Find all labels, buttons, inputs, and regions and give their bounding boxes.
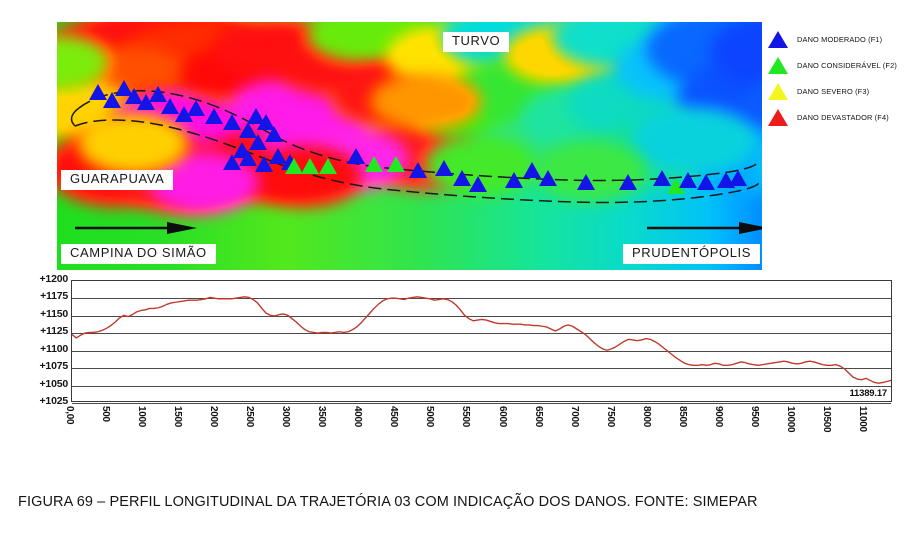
gridline xyxy=(72,298,891,300)
damage-marker-f1 xyxy=(187,100,205,116)
damage-marker-f1 xyxy=(103,92,121,108)
x-axis-tick: 3500 xyxy=(316,406,328,428)
x-axis-tick: 8500 xyxy=(676,406,688,428)
damage-marker-f2 xyxy=(319,158,337,174)
figure: TURVO GUARAPUAVA CAMPINA DO SIMÃO PRUDENTÓP… xyxy=(0,22,915,466)
legend-label: DANO CONSIDERÁVEL (F2) xyxy=(797,60,897,70)
elevation-profile-chart: +1200 +1175 +1150 +1125 +1100 +1075 +1050 +1025… xyxy=(0,273,915,466)
x-axis-tick: 9000 xyxy=(712,406,724,428)
x-axis-tick: 2000 xyxy=(208,406,220,428)
gridline xyxy=(72,385,891,387)
y-axis-tick: +1025 xyxy=(39,395,69,407)
x-axis-tick: 3000 xyxy=(280,406,292,428)
damage-marker-f2 xyxy=(365,156,383,172)
end-distance-label: 11389.17 xyxy=(849,388,888,399)
legend-label: DANO SEVERO (F3) xyxy=(797,86,870,96)
damage-marker-f1 xyxy=(223,114,241,130)
damage-marker-f1 xyxy=(89,84,107,100)
x-axis-tick: 7500 xyxy=(604,406,616,428)
y-axis-tick: +1075 xyxy=(39,360,69,373)
legend-item-dano-consideravel: DANO CONSIDERÁVEL (F2) xyxy=(762,52,915,78)
x-axis-tick: 4000 xyxy=(352,406,364,428)
damage-marker-f1 xyxy=(239,150,257,166)
map-label-campina-do-simao: CAMPINA DO SIMÃO xyxy=(61,244,216,264)
x-axis-tick: 2500 xyxy=(244,406,256,428)
map-label-prudentopolis: PRUDENTÓPOLIS xyxy=(623,244,761,264)
damage-marker-f2 xyxy=(285,158,303,174)
damage-marker-f1 xyxy=(619,174,637,190)
triangle-icon-dano-devastador xyxy=(768,108,788,126)
damage-marker-f1 xyxy=(255,156,273,172)
legend-item-dano-moderado: DANO MODERADO (F1) xyxy=(762,26,915,52)
damage-marker-f1 xyxy=(249,134,267,150)
x-axis-tick: 5000 xyxy=(424,406,436,428)
damage-marker-f1 xyxy=(653,170,671,186)
x-axis-tick: 8000 xyxy=(640,406,652,428)
x-axis-tick: 7000 xyxy=(568,406,580,428)
damage-marker-f1 xyxy=(453,170,471,186)
x-axis-tick: 1000 xyxy=(136,406,148,428)
gridline xyxy=(72,315,891,317)
damage-map: TURVO GUARAPUAVA CAMPINA DO SIMÃO PRUDENTÓP… xyxy=(57,22,762,270)
triangle-icon-dano-consideravel xyxy=(768,56,788,74)
x-axis-tick: 500 xyxy=(100,406,112,422)
damage-marker-f1 xyxy=(265,126,283,142)
damage-marker-f1 xyxy=(539,170,557,186)
gridline xyxy=(72,350,891,352)
damage-marker-f1 xyxy=(729,170,747,186)
triangle-icon-dano-moderado xyxy=(768,30,788,48)
x-axis-tick: 6500 xyxy=(532,406,544,428)
damage-marker-f1 xyxy=(435,160,453,176)
legend-label: DANO MODERADO (F1) xyxy=(797,34,883,44)
damage-marker-f1 xyxy=(679,172,697,188)
x-axis-tick: 1500 xyxy=(172,406,184,428)
legend-label: DANO DEVASTADOR (F4) xyxy=(797,112,889,122)
x-axis-tick: 4500 xyxy=(388,406,400,428)
x-axis-tick: 5500 xyxy=(460,406,472,428)
y-axis-tick: +1175 xyxy=(40,290,68,303)
y-axis-tick: +1200 xyxy=(39,273,69,285)
elevation-profile-line xyxy=(72,296,891,384)
damage-marker-f1 xyxy=(161,98,179,114)
damage-marker-f1 xyxy=(347,148,365,164)
x-axis-tick: 9500 xyxy=(748,406,760,428)
y-axis-tick: +1050 xyxy=(39,377,69,390)
legend-item-dano-devastador: DANO DEVASTADOR (F4) xyxy=(762,104,915,130)
damage-marker-f1 xyxy=(523,162,541,178)
damage-marker-f1 xyxy=(205,108,223,124)
map-terrain-raster xyxy=(57,22,762,270)
y-axis-tick: +1150 xyxy=(40,307,68,320)
triangle-icon-dano-severo xyxy=(768,82,788,100)
arrow-prudentopolis xyxy=(647,222,762,234)
damage-marker-f1 xyxy=(697,174,715,190)
map-label-turvo: TURVO xyxy=(443,32,510,52)
y-axis-tick: +1125 xyxy=(40,325,68,338)
gridline xyxy=(72,403,891,404)
damage-marker-f2 xyxy=(387,156,405,172)
gridline xyxy=(72,333,891,335)
x-axis-tick: 10500 xyxy=(820,406,832,433)
legend-item-dano-severo: DANO SEVERO (F3) xyxy=(762,78,915,104)
damage-marker-f1 xyxy=(577,174,595,190)
damage-marker-f1 xyxy=(223,154,241,170)
gridline xyxy=(72,368,891,370)
damage-marker-f1 xyxy=(469,176,487,192)
x-axis-labels: 0,00 500 1000 1500 2000 2500 3000 3500 4000 4500 5… xyxy=(64,404,892,462)
figure-caption: FIGURA 69 – PERFIL LONGITUDINAL DA TRAJE… xyxy=(18,494,758,510)
map-label-guarapuava: GUARAPUAVA xyxy=(61,170,174,190)
x-axis-tick: 10000 xyxy=(784,406,796,433)
damage-marker-f2 xyxy=(301,158,319,174)
x-axis-tick: 11000 xyxy=(856,406,868,432)
y-axis-tick: +1100 xyxy=(40,342,68,355)
plot-frame: 11389.17 xyxy=(71,280,892,404)
arrow-campina-do-simao xyxy=(75,222,197,234)
y-axis-labels: +1200 +1175 +1150 +1125 +1100 +1075 +1050 +1025 xyxy=(0,273,69,407)
x-axis-tick: 6000 xyxy=(496,406,508,428)
damage-marker-f1 xyxy=(505,172,523,188)
damage-marker-f1 xyxy=(409,162,427,178)
x-axis-tick: 0,00 xyxy=(64,406,75,425)
map-legend: DANO MODERADO (F1) DANO CONSIDERÁVEL (F2)… xyxy=(762,22,915,132)
